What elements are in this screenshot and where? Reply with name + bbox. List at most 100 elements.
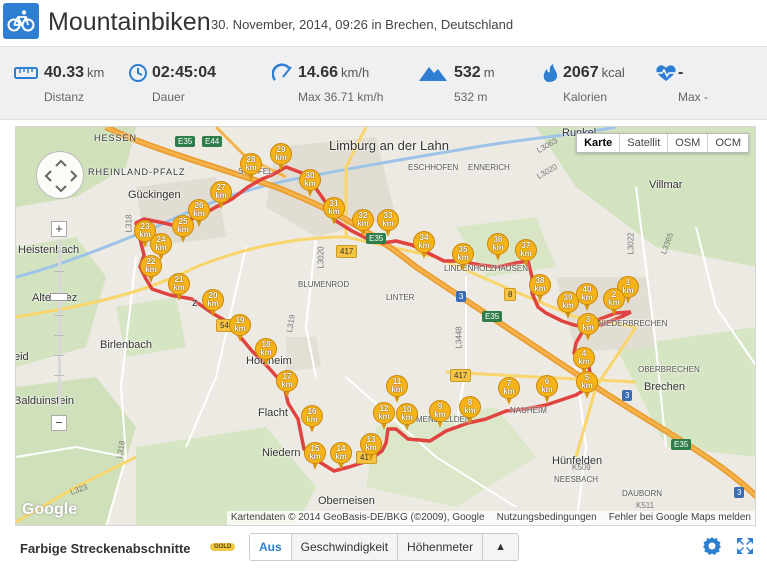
- km-marker[interactable]: 27 km: [210, 181, 232, 211]
- map-type-ocm[interactable]: OCM: [707, 134, 748, 152]
- km-marker[interactable]: 5 km: [576, 371, 598, 401]
- map-type-satellit[interactable]: Satellit: [619, 134, 667, 152]
- km-marker[interactable]: 32 km: [352, 209, 374, 239]
- km-marker-pin: [352, 209, 374, 231]
- km-marker[interactable]: 36 km: [487, 233, 509, 263]
- km-marker[interactable]: 30 km: [299, 169, 321, 199]
- km-marker-label: 8 km: [464, 398, 476, 415]
- km-marker-label: 7 km: [503, 379, 515, 396]
- km-marker[interactable]: 23 km: [134, 220, 156, 250]
- zoom-slider-track[interactable]: [58, 241, 61, 407]
- km-marker-label: 13 km: [365, 435, 377, 452]
- km-marker-label: 30 km: [304, 171, 316, 188]
- shield-b417: 417: [336, 245, 358, 258]
- km-marker-pin: [377, 209, 399, 231]
- place-blumenrod: BLUMENROD: [298, 280, 350, 289]
- fullscreen-icon[interactable]: [735, 536, 755, 556]
- km-marker[interactable]: 26 km: [188, 199, 210, 229]
- km-marker[interactable]: 4 km: [573, 347, 595, 377]
- elevation-sub: 532 m: [454, 90, 488, 104]
- map-type-osm[interactable]: OSM: [667, 134, 707, 152]
- km-marker[interactable]: 6 km: [536, 375, 558, 405]
- km-marker[interactable]: 19 km: [229, 314, 251, 344]
- km-marker[interactable]: 14 km: [330, 442, 352, 472]
- distance-label: Distanz: [44, 90, 85, 104]
- km-marker-pin: [255, 338, 277, 360]
- pan-control[interactable]: [36, 151, 84, 199]
- shield-b417: 417: [450, 369, 472, 382]
- km-marker-label: 28 km: [245, 155, 257, 172]
- km-marker[interactable]: 22 km: [140, 255, 162, 285]
- km-marker[interactable]: 38 km: [529, 274, 551, 304]
- place-flacht: Flacht: [258, 407, 288, 419]
- shield-e44: E44: [202, 136, 223, 147]
- km-marker-label: 23 km: [139, 222, 151, 239]
- km-marker[interactable]: 39 km: [557, 291, 579, 321]
- km-marker[interactable]: 8 km: [459, 396, 481, 426]
- zoom-out-button[interactable]: −: [51, 415, 67, 431]
- km-marker[interactable]: 21 km: [168, 273, 190, 303]
- route-map[interactable]: Limburg an der Lahn HESSEN RHEINLAND-PFA…: [15, 126, 756, 526]
- gear-icon[interactable]: [702, 536, 722, 556]
- km-marker[interactable]: 3 km: [577, 313, 599, 343]
- km-marker[interactable]: 34 km: [413, 231, 435, 261]
- elevation-value: 532: [454, 64, 481, 81]
- place-brechen: Brechen: [644, 381, 685, 393]
- speedometer-icon: [272, 63, 292, 81]
- km-marker-tip: [380, 420, 388, 430]
- km-marker-tip: [583, 389, 591, 399]
- km-marker-label: 6 km: [541, 377, 553, 394]
- km-marker[interactable]: 24 km: [150, 233, 172, 263]
- place-neesbach: NEESBACH: [554, 475, 599, 484]
- terms-link[interactable]: Nutzungsbedingungen: [496, 512, 597, 523]
- km-marker-tip: [436, 418, 444, 428]
- heartrate-max: Max -: [678, 90, 708, 104]
- km-marker-tip: [536, 292, 544, 302]
- km-marker[interactable]: 11 km: [386, 375, 408, 405]
- km-marker-pin: [304, 442, 326, 464]
- road-label: L318: [124, 214, 134, 233]
- km-marker[interactable]: 35 km: [452, 243, 474, 273]
- km-marker-tip: [277, 161, 285, 171]
- zoom-in-button[interactable]: +: [51, 221, 67, 237]
- km-marker[interactable]: 9 km: [429, 400, 451, 430]
- place-birlenbach: Birlenbach: [100, 339, 152, 351]
- km-marker[interactable]: 17 km: [276, 370, 298, 400]
- zoom-slider-thumb[interactable]: [50, 293, 68, 301]
- km-marker-label: 40 km: [581, 285, 593, 302]
- km-marker[interactable]: 10 km: [396, 403, 418, 433]
- km-marker-label: 12 km: [378, 404, 390, 421]
- segment-more-button[interactable]: ▲: [482, 534, 518, 560]
- km-marker-label: 10 km: [401, 405, 413, 422]
- km-marker[interactable]: 7 km: [498, 377, 520, 407]
- km-marker[interactable]: 18 km: [255, 338, 277, 368]
- map-type-selector: Karte Satellit OSM OCM: [576, 133, 749, 153]
- km-marker-label: 24 km: [155, 235, 167, 252]
- place-huenfelden: Hünfelden: [552, 455, 603, 467]
- km-marker[interactable]: 28 km: [240, 153, 262, 183]
- place-niederbrechen: NIEDERBRECHEN: [598, 319, 668, 328]
- km-marker[interactable]: 15 km: [304, 442, 326, 472]
- km-marker[interactable]: 40 km: [576, 283, 598, 313]
- km-marker-pin: [373, 402, 395, 424]
- km-marker-tip: [459, 261, 467, 271]
- km-marker-tip: [209, 307, 217, 317]
- km-marker-tip: [330, 215, 338, 225]
- km-marker[interactable]: 37 km: [515, 239, 537, 269]
- km-marker[interactable]: 12 km: [373, 402, 395, 432]
- report-error-link[interactable]: Fehler bei Google Maps melden: [608, 512, 751, 523]
- segment-elevation-button[interactable]: Höhenmeter: [397, 534, 483, 560]
- km-marker[interactable]: 13 km: [360, 433, 382, 463]
- km-marker[interactable]: 20 km: [202, 289, 224, 319]
- place-oberbrechen: OBERBRECHEN: [638, 365, 700, 374]
- km-marker[interactable]: 2 km: [603, 288, 625, 318]
- km-marker[interactable]: 29 km: [270, 143, 292, 173]
- segment-speed-button[interactable]: Geschwindigkeit: [290, 534, 398, 560]
- segment-off-button[interactable]: Aus: [250, 534, 291, 560]
- km-marker[interactable]: 16 km: [301, 405, 323, 435]
- km-marker[interactable]: 31 km: [323, 197, 345, 227]
- km-marker[interactable]: 33 km: [377, 209, 399, 239]
- zoom-tick: [54, 271, 64, 272]
- km-marker[interactable]: 25 km: [172, 215, 194, 245]
- map-type-karte[interactable]: Karte: [584, 137, 613, 149]
